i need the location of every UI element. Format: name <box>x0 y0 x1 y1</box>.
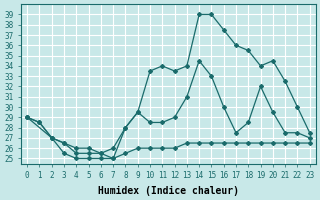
X-axis label: Humidex (Indice chaleur): Humidex (Indice chaleur) <box>98 186 239 196</box>
